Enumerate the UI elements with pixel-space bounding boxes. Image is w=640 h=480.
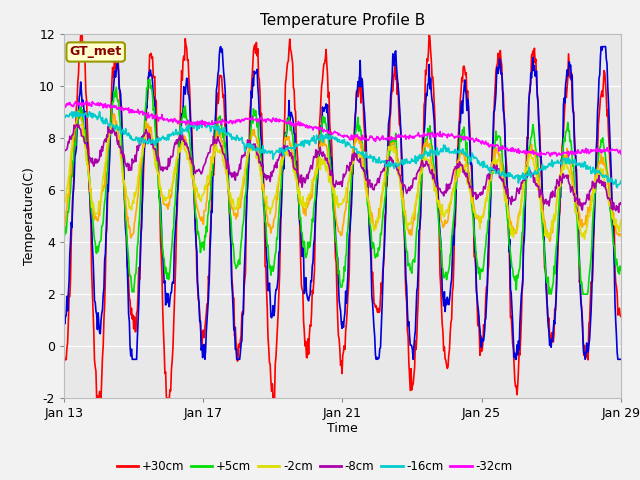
+15cm (229, 307, 237, 312)
0cm (617, 231, 625, 237)
+5cm (401, 226, 408, 232)
+5cm (60, 232, 68, 238)
-2cm (228, 201, 236, 206)
-8cm (401, 182, 408, 188)
Line: +15cm: +15cm (64, 47, 621, 360)
Line: +5cm: +5cm (64, 80, 621, 294)
+15cm (433, 170, 440, 176)
-8cm (617, 200, 625, 206)
-2cm (70, 122, 78, 128)
Legend: +30cm, +15cm, +5cm, 0cm, -2cm, -8cm, -16cm, -32cm: +30cm, +15cm, +5cm, 0cm, -2cm, -8cm, -16… (112, 456, 517, 480)
-2cm (432, 181, 440, 187)
-16cm (126, 135, 134, 141)
0cm (256, 156, 264, 162)
+5cm (125, 270, 133, 276)
-8cm (615, 209, 623, 215)
0cm (60, 227, 68, 233)
-32cm (617, 151, 625, 157)
+15cm (278, 192, 285, 198)
-32cm (277, 118, 285, 123)
-8cm (126, 167, 134, 173)
-2cm (580, 236, 588, 242)
-32cm (83, 98, 91, 104)
0cm (432, 184, 440, 190)
0cm (228, 206, 236, 212)
Line: -2cm: -2cm (64, 125, 621, 239)
+5cm (617, 267, 625, 273)
-16cm (68, 109, 76, 115)
+5cm (146, 77, 154, 83)
0cm (401, 212, 408, 217)
-32cm (126, 108, 134, 114)
Title: Temperature Profile B: Temperature Profile B (260, 13, 425, 28)
Text: GT_met: GT_met (70, 46, 122, 59)
Y-axis label: Temperature(C): Temperature(C) (23, 167, 36, 265)
-8cm (228, 170, 236, 176)
+5cm (256, 146, 264, 152)
+30cm (60, 358, 68, 363)
+30cm (278, 180, 285, 185)
+15cm (125, 319, 133, 324)
-8cm (256, 158, 264, 164)
-8cm (432, 180, 440, 186)
-32cm (256, 116, 264, 122)
-2cm (126, 205, 134, 211)
+30cm (433, 154, 440, 160)
Line: +30cm: +30cm (64, 34, 621, 398)
-8cm (60, 147, 68, 153)
-32cm (228, 121, 236, 127)
0cm (277, 163, 285, 169)
-32cm (564, 154, 572, 159)
+30cm (617, 313, 625, 319)
+15cm (60, 308, 68, 313)
-2cm (256, 167, 264, 173)
-16cm (277, 148, 285, 154)
-32cm (432, 134, 440, 140)
-16cm (228, 134, 236, 140)
X-axis label: Time: Time (327, 422, 358, 435)
-2cm (401, 208, 408, 214)
+15cm (257, 132, 264, 138)
+5cm (277, 185, 285, 191)
-2cm (617, 217, 625, 223)
Line: 0cm: 0cm (64, 112, 621, 241)
-8cm (277, 145, 285, 151)
Line: -16cm: -16cm (64, 112, 621, 188)
+15cm (617, 357, 625, 362)
+30cm (229, 295, 237, 301)
Line: -8cm: -8cm (64, 125, 621, 212)
+30cm (401, 272, 409, 277)
+30cm (127, 312, 134, 318)
-16cm (256, 150, 264, 156)
-2cm (60, 200, 68, 205)
-16cm (401, 156, 408, 162)
0cm (126, 227, 134, 232)
+5cm (432, 185, 440, 191)
-32cm (60, 103, 68, 108)
+15cm (401, 246, 409, 252)
-8cm (72, 122, 80, 128)
+30cm (77, 31, 84, 36)
+30cm (257, 116, 264, 122)
-2cm (277, 157, 285, 163)
+15cm (217, 44, 225, 49)
-16cm (432, 148, 440, 154)
+5cm (547, 291, 555, 297)
-16cm (617, 178, 625, 184)
Line: -32cm: -32cm (64, 101, 621, 156)
-16cm (613, 185, 621, 191)
0cm (546, 239, 554, 244)
-32cm (401, 133, 408, 139)
-16cm (60, 112, 68, 118)
+30cm (93, 396, 100, 401)
+15cm (129, 357, 136, 362)
+5cm (228, 241, 236, 247)
0cm (74, 109, 82, 115)
